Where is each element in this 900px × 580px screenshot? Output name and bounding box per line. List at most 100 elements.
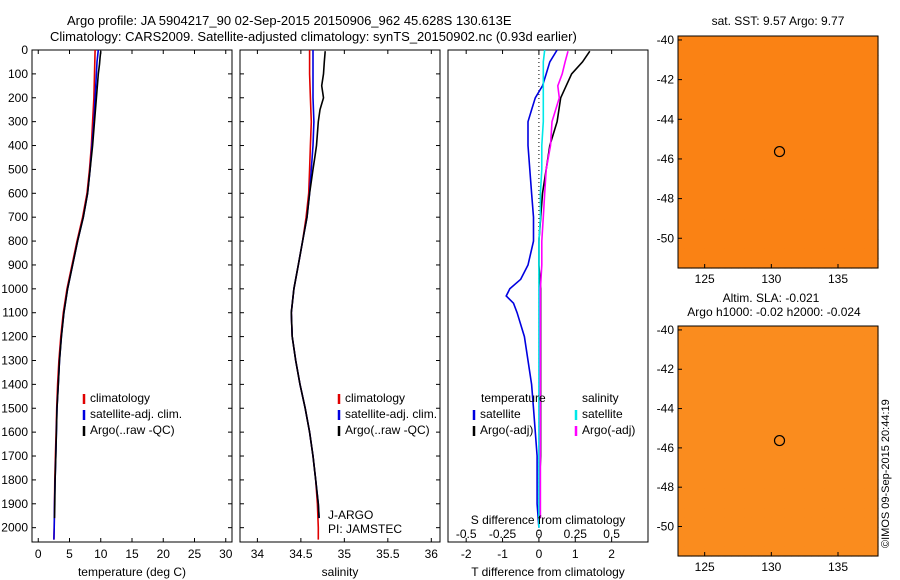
sla-map-cell	[718, 546, 726, 557]
sst-map-cell	[798, 171, 806, 182]
sst-map-argo-marker	[773, 145, 786, 158]
sla-map-cell	[791, 383, 799, 394]
sla-map-cell	[704, 469, 712, 480]
sst-map-cell	[831, 229, 839, 240]
sst-map-cell	[744, 229, 752, 240]
sla-map-cell	[858, 373, 866, 385]
sla-map-cell	[691, 441, 699, 452]
sla-map-cell	[684, 469, 692, 480]
sst-map-cell	[831, 152, 839, 163]
sst-map-cell	[738, 229, 746, 240]
sla-map-cell	[704, 402, 712, 413]
sla-map-xtick-label: 125	[695, 560, 715, 574]
sst-map-cell	[798, 152, 806, 163]
sst-map-cell	[818, 190, 826, 201]
sst-map-cell	[818, 113, 826, 124]
sla-map-cell	[804, 354, 812, 365]
sst-map-cell	[698, 113, 706, 124]
sla-map-cell	[791, 469, 799, 480]
sla-map-cell	[744, 373, 752, 385]
sla-map-cell	[698, 450, 706, 461]
sla-map-cell	[838, 517, 846, 528]
salinity-panel-frame	[239, 49, 441, 543]
sst-map-cell	[818, 239, 826, 250]
sla-map-cell	[858, 536, 866, 547]
sst-map-cell	[698, 229, 706, 240]
sst-map-cell	[704, 219, 712, 230]
sst-map-cell	[778, 161, 786, 172]
sla-map-cell	[731, 469, 739, 480]
sst-map-cell	[871, 171, 879, 182]
sla-map-cell	[744, 546, 752, 557]
sst-map-cell	[851, 239, 859, 250]
sla-map-cell	[818, 546, 826, 557]
sst-map-cell	[764, 152, 772, 163]
sla-map-cell	[684, 498, 692, 509]
sst-map-cell	[711, 74, 719, 85]
sst-map-cell	[791, 229, 799, 240]
sst-map-cell	[844, 123, 852, 134]
sst-map-cell	[771, 142, 779, 153]
temperature-ytick-label: 1100	[2, 306, 28, 320]
sla-map-ytick-label: -44	[657, 402, 675, 416]
sla-map-cell	[804, 412, 812, 423]
temperature-ytick-label: 600	[8, 186, 28, 200]
sla-map-cell	[678, 546, 686, 557]
sla-map-cell	[824, 517, 832, 528]
sla-map-cell	[704, 450, 712, 461]
sla-map-cell	[698, 421, 706, 432]
sst-map-cell	[691, 94, 699, 105]
sla-map-cell	[851, 393, 859, 404]
sst-map-cell	[778, 200, 786, 211]
sla-map-cell	[804, 373, 812, 385]
sst-map-cell	[778, 248, 786, 259]
sst-map-cell	[804, 123, 812, 134]
sst-map-cell	[824, 190, 832, 201]
sla-map-cell	[764, 469, 772, 480]
sst-map-cell	[871, 103, 879, 114]
sst-map-cell	[844, 219, 852, 230]
sla-map-cell	[744, 536, 752, 547]
sla-map-cell	[738, 508, 746, 519]
sla-map-cell	[778, 326, 786, 337]
sla-map-cell	[724, 393, 732, 404]
sst-map-cell	[731, 142, 739, 153]
sst-map-cell	[691, 219, 699, 230]
sst-map-cell	[724, 171, 732, 182]
sla-map-cell	[718, 335, 726, 346]
sla-map-cell	[858, 431, 866, 442]
sla-map-cell	[678, 479, 686, 490]
sla-map-cell	[791, 412, 799, 423]
sst-map-cell	[844, 65, 852, 76]
sla-map-cell	[718, 508, 726, 519]
sst-map-cell	[691, 190, 699, 201]
sst-map-cell	[691, 258, 699, 269]
sst-map-cell	[804, 84, 812, 95]
sst-map-cell	[724, 74, 732, 85]
sst-map-cell	[711, 84, 719, 95]
sst-map-cell	[838, 65, 846, 76]
temperature-xtick-label: 20	[157, 547, 171, 561]
sst-map-cell	[731, 65, 739, 76]
sst-map-cell	[771, 161, 779, 172]
sst-map-cell	[678, 181, 686, 192]
sla-map-cell	[778, 402, 786, 413]
sla-map-cell	[844, 431, 852, 442]
sla-map-cell	[718, 354, 726, 365]
sla-map-cell	[764, 441, 772, 452]
sla-map-cell	[704, 412, 712, 423]
sst-map-cell	[778, 190, 786, 201]
sst-map-cell	[718, 36, 726, 47]
sla-map-cell	[691, 326, 699, 337]
sst-map-cell	[844, 113, 852, 124]
sla-map-cell	[784, 402, 792, 413]
sst-map-cell	[678, 94, 686, 105]
sst-map-cell	[831, 248, 839, 259]
sla-map-cell	[684, 527, 692, 538]
sla-map-cell	[738, 421, 746, 432]
sla-map-cell	[838, 441, 846, 452]
sst-map-cell	[691, 123, 699, 134]
sla-map-cell	[704, 393, 712, 404]
sla-map-cell	[871, 373, 879, 385]
